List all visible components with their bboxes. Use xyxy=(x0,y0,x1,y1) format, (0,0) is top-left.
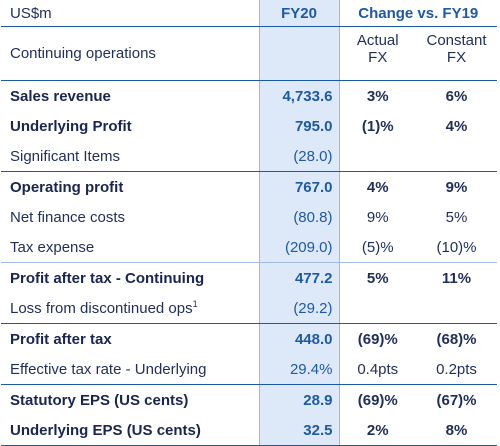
actual-fx-value: (1)% xyxy=(361,117,394,135)
unit-label: US$m xyxy=(1,0,259,27)
constant-fx-value: (10)% xyxy=(416,232,498,263)
constant-fx-value: 6% xyxy=(445,87,468,105)
table-row: Underlying Profit 795.0 (1)% 4% xyxy=(1,111,497,141)
row-label: Profit after tax xyxy=(10,330,112,348)
footnote-marker: 1 xyxy=(192,298,198,309)
table-row: Profit after tax - Continuing 477.2 5% 1… xyxy=(1,262,497,293)
constant-fx-header: Constant FX xyxy=(416,26,498,81)
fy20-value: 32.5 xyxy=(258,415,340,446)
fy20-value: 795.0 xyxy=(258,111,340,141)
change-header: Change vs. FY19 xyxy=(339,0,498,27)
constant-fx-value: (67)% xyxy=(436,391,477,409)
constant-fx-value: 4% xyxy=(445,117,468,135)
table-row: Significant Items (28.0) xyxy=(1,141,498,172)
row-label: Statutory EPS (US cents) xyxy=(10,391,189,409)
row-label: Tax expense xyxy=(1,232,259,263)
row-label: Operating profit xyxy=(10,178,124,196)
period-column-cell xyxy=(258,26,340,81)
row-label: Sales revenue xyxy=(10,87,111,105)
fy20-value: 767.0 xyxy=(258,171,340,202)
fy20-value: (80.8) xyxy=(258,202,340,232)
section-label: Continuing operations xyxy=(1,26,259,81)
table-row: Operating profit 767.0 4% 9% xyxy=(1,171,497,202)
table-row: Effective tax rate - Underlying 29.4% 0.… xyxy=(1,354,498,385)
table-subheader-row: Continuing operations Actual FX Constant F… xyxy=(1,26,498,81)
fy20-value: 29.4% xyxy=(258,354,340,385)
fy20-value: 28.9 xyxy=(258,384,340,415)
actual-fx-value: 2% xyxy=(339,415,416,446)
actual-fx-value: 5% xyxy=(366,269,389,287)
constant-fx-value: 0.2pts xyxy=(416,354,498,385)
table-row: Underlying EPS (US cents) 32.5 2% 8% xyxy=(1,415,498,446)
constant-fx-value: 11% xyxy=(441,269,472,287)
row-label: Underlying Profit xyxy=(10,117,132,135)
actual-fx-value: 3% xyxy=(366,87,389,105)
table-header-row: US$m FY20 Change vs. FY19 xyxy=(1,0,498,27)
fy20-value: (28.0) xyxy=(258,141,340,172)
row-label: Loss from discontinued ops1 xyxy=(1,293,259,324)
actual-fx-value: 9% xyxy=(366,208,389,226)
actual-fx-value: 0.4pts xyxy=(339,354,416,385)
row-label: Effective tax rate - Underlying xyxy=(1,354,259,385)
row-label: Underlying EPS (US cents) xyxy=(1,415,259,446)
constant-fx-value xyxy=(416,293,498,324)
constant-fx-value: 9% xyxy=(445,178,468,196)
actual-fx-value: (69)% xyxy=(357,391,398,409)
table-row: Statutory EPS (US cents) 28.9 (69)% (67)… xyxy=(1,384,497,415)
actual-fx-value xyxy=(339,141,416,172)
table-row: Sales revenue 4,733.6 3% 6% xyxy=(1,80,497,111)
fy20-value: (209.0) xyxy=(258,232,340,263)
table-row: Profit after tax 448.0 (69)% (68)% xyxy=(1,323,497,354)
fy20-value: 448.0 xyxy=(258,323,340,354)
row-label: Profit after tax - Continuing xyxy=(10,269,205,287)
actual-fx-header: Actual FX xyxy=(339,26,416,81)
fy20-value: (29.2) xyxy=(258,293,340,324)
table-row: Loss from discontinued ops1 (29.2) xyxy=(1,293,498,324)
fy20-value: 477.2 xyxy=(258,262,340,293)
period-header: FY20 xyxy=(258,0,340,27)
actual-fx-value xyxy=(339,293,416,324)
table-row: Net finance costs (80.8) 9% 5% xyxy=(1,202,497,232)
constant-fx-value: (68)% xyxy=(436,330,477,348)
row-label: Significant Items xyxy=(1,141,259,172)
row-label: Net finance costs xyxy=(10,208,126,226)
table-row: Tax expense (209.0) (5)% (10)% xyxy=(1,232,498,263)
actual-fx-value: (69)% xyxy=(357,330,398,348)
constant-fx-value xyxy=(416,141,498,172)
constant-fx-value: 5% xyxy=(445,208,468,226)
constant-fx-value: 8% xyxy=(416,415,498,446)
fy20-value: 4,733.6 xyxy=(258,80,340,111)
actual-fx-value: 4% xyxy=(366,178,389,196)
actual-fx-value: (5)% xyxy=(339,232,416,263)
